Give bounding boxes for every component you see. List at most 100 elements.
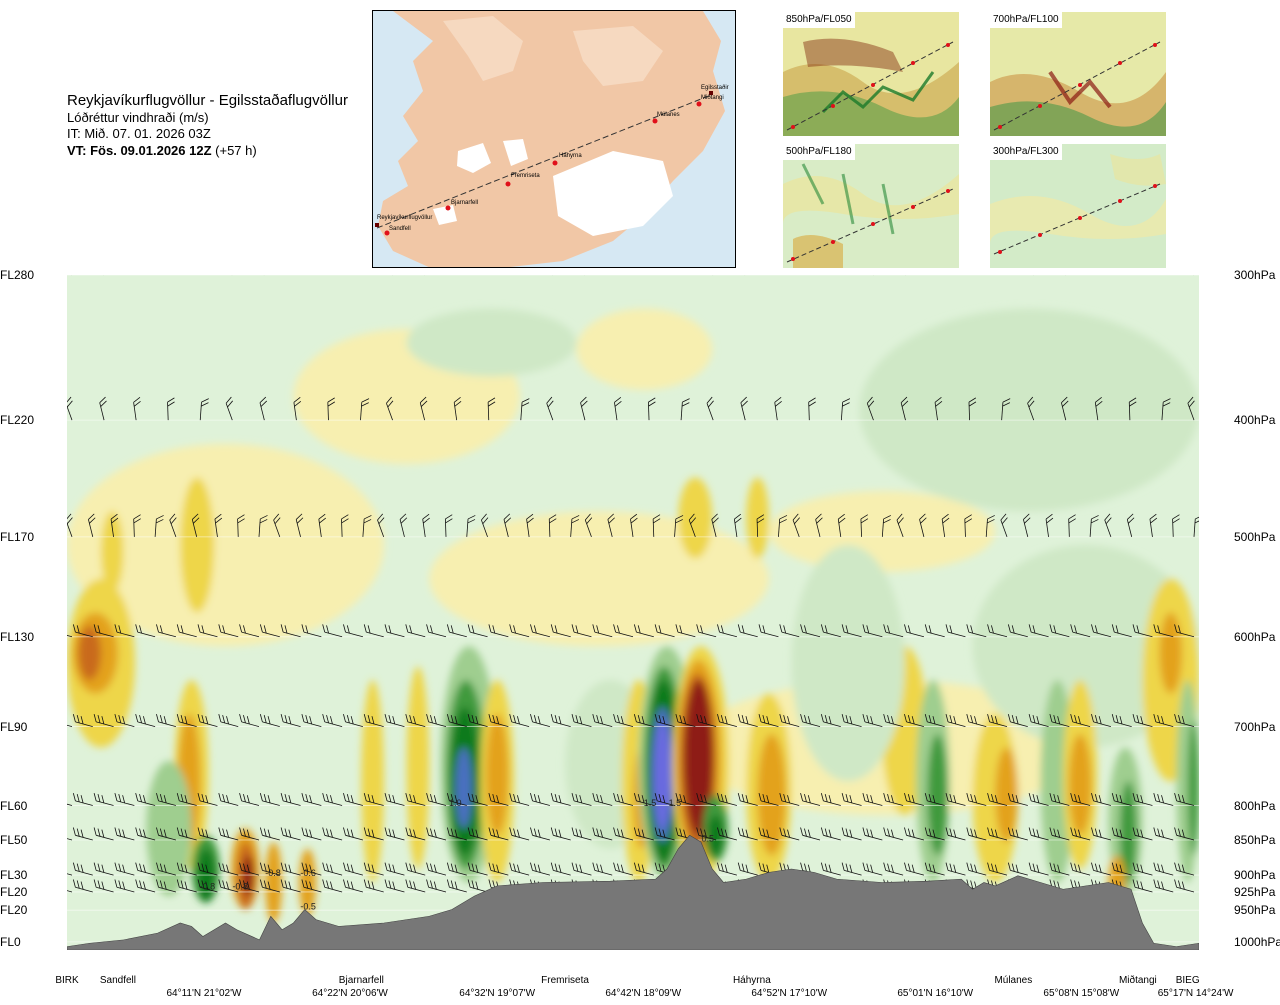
wind-barb [363, 827, 384, 841]
wind-barb [1028, 714, 1049, 727]
wind-barb [674, 515, 684, 537]
wind-barb [1028, 624, 1049, 638]
wind-barb [571, 714, 592, 727]
thumbnail-label: 300hPa/FL300 [990, 144, 1062, 160]
field-cell [242, 855, 254, 896]
wind-barb [363, 624, 384, 638]
wind-barb [987, 624, 1008, 638]
issue-time: IT: Mið. 07. 01. 2026 03Z [67, 126, 211, 141]
wind-barb [218, 714, 239, 727]
wind-barb [167, 397, 175, 421]
wind-barb [197, 624, 218, 638]
pressure-level-label: 850hPa [1234, 832, 1276, 847]
thumbnail-300hpa[interactable]: 300hPa/FL300 [990, 144, 1166, 268]
wind-barb [550, 862, 571, 876]
wind-barb [630, 513, 638, 537]
wind-barb [273, 513, 281, 538]
thumbnail-850hpa-svg [783, 12, 959, 136]
wind-barb [176, 792, 197, 806]
wind-barb [592, 714, 613, 727]
wind-barb [363, 792, 384, 806]
thumbnail-850hpa[interactable]: 850hPa/FL050 [783, 12, 959, 136]
wind-barbs [67, 275, 1199, 893]
wind-barb [259, 879, 280, 893]
thumbnail-500hpa[interactable]: 500hPa/FL180 [783, 144, 959, 268]
coordinate-label: 64°22'N 20°06'W [312, 988, 388, 999]
field-cell [361, 680, 384, 883]
wind-barb [467, 792, 488, 806]
wind-barb [114, 862, 135, 876]
wind-barb [550, 714, 571, 727]
wind-barb [966, 827, 987, 841]
wind-barb [133, 397, 141, 421]
wind-barb [384, 624, 405, 638]
flight-level-label: FL170 [0, 529, 35, 544]
field-cell [683, 680, 714, 836]
thumbnail-700hpa[interactable]: 700hPa/FL100 [990, 12, 1166, 136]
thumbnail-label: 700hPa/FL100 [990, 12, 1062, 28]
map-label-mulanes: Múlanes [657, 112, 680, 118]
map-label-fremriseta: Fremriseta [511, 173, 540, 179]
wind-barb [779, 827, 800, 841]
wind-barb [405, 792, 426, 806]
wind-barb [446, 862, 467, 876]
wind-barb [778, 515, 788, 537]
wind-barb [862, 792, 883, 806]
wind-barb [883, 827, 904, 841]
wind-barb [654, 714, 675, 727]
field-cell [406, 666, 430, 869]
wind-barb [509, 792, 530, 806]
wind-barb [322, 862, 343, 876]
wind-barb [295, 513, 304, 537]
wind-barb [680, 398, 690, 421]
field-cell [1187, 720, 1199, 856]
coordinate-label: 64°11'N 21°02'W [166, 988, 242, 999]
wind-barb [191, 513, 200, 537]
thumbnail-500hpa-svg [783, 144, 959, 268]
wind-barb [135, 624, 156, 638]
wind-barb [1000, 513, 1008, 538]
wind-barb [966, 792, 987, 806]
field-cell [100, 511, 124, 593]
wind-barb [733, 513, 742, 537]
wind-barb [360, 398, 370, 421]
wind-barb [860, 514, 869, 537]
langjokull-ice [457, 143, 491, 173]
wind-barb [467, 862, 488, 876]
wind-barb [1089, 515, 1099, 537]
wind-barb [866, 396, 875, 421]
wind-barb [197, 862, 218, 876]
field-cell [654, 720, 671, 829]
wind-barb [526, 513, 534, 537]
wind-barb [88, 513, 96, 537]
wind-barb [176, 624, 197, 638]
pressure-level-label: 800hPa [1234, 798, 1276, 813]
wind-barb [301, 862, 322, 876]
wind-barb [487, 397, 496, 421]
wind-barb [341, 514, 349, 537]
cross-section-plot: 1.0 1.5 1.5 0.5 -0.8 -0.8 -0.8 -0.6 -0.5 [67, 275, 1199, 950]
pressure-level-label: 700hPa [1234, 719, 1276, 734]
wind-barb [696, 827, 717, 841]
wind-barb [717, 862, 737, 876]
wind-barb [758, 624, 779, 638]
wind-barb [67, 834, 73, 841]
wind-barb [548, 514, 557, 537]
wind-barb [675, 714, 696, 727]
wind-barb [384, 792, 405, 806]
wind-barb [72, 827, 93, 841]
wind-barb [280, 792, 301, 806]
wind-barb [941, 513, 950, 537]
route-title: Reykjavíkurflugvöllur - Egilsstaðaflugvö… [67, 92, 348, 109]
wind-barb [114, 714, 135, 727]
flight-level-label: FL30 [0, 868, 28, 883]
wind-barb [800, 624, 821, 638]
wind-barb [924, 862, 945, 876]
vatnajokull-ice [553, 151, 673, 236]
wind-barb [1028, 862, 1049, 876]
wind-barb [550, 827, 571, 841]
wind-barb [841, 792, 862, 806]
wind-barb [1111, 827, 1132, 841]
wind-barb [156, 624, 176, 638]
wind-barb [1091, 827, 1111, 841]
